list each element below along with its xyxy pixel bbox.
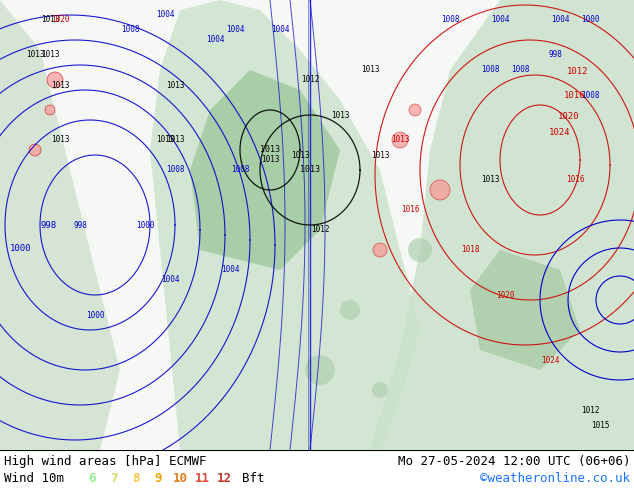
Text: 8: 8 xyxy=(133,471,139,485)
Text: 1008: 1008 xyxy=(481,66,499,74)
Circle shape xyxy=(47,72,63,88)
Text: 9: 9 xyxy=(154,471,162,485)
Text: 998: 998 xyxy=(548,50,562,59)
Text: 1013: 1013 xyxy=(261,155,279,165)
Text: 1024: 1024 xyxy=(549,128,571,137)
Text: 1004: 1004 xyxy=(226,25,244,34)
Text: 1013: 1013 xyxy=(481,175,499,185)
Text: 1013: 1013 xyxy=(361,66,379,74)
Text: 1008: 1008 xyxy=(581,91,599,99)
Text: 1012: 1012 xyxy=(581,406,599,415)
Text: 1012: 1012 xyxy=(311,225,329,235)
Text: 1018: 1018 xyxy=(461,245,479,254)
Polygon shape xyxy=(470,250,580,370)
Text: 1013: 1013 xyxy=(371,150,389,160)
Text: 1008: 1008 xyxy=(441,16,459,24)
Circle shape xyxy=(408,238,432,262)
Polygon shape xyxy=(150,0,420,450)
Text: 1013: 1013 xyxy=(51,136,69,145)
Text: 1008: 1008 xyxy=(165,166,184,174)
Text: 1012: 1012 xyxy=(301,75,320,84)
Circle shape xyxy=(372,382,388,398)
Circle shape xyxy=(392,132,408,148)
Text: 1020: 1020 xyxy=(51,16,69,24)
Text: 7: 7 xyxy=(110,471,118,485)
Text: 1008: 1008 xyxy=(231,166,249,174)
Text: 1000: 1000 xyxy=(136,220,154,229)
Polygon shape xyxy=(190,70,340,270)
Text: 6: 6 xyxy=(88,471,96,485)
Text: 1013: 1013 xyxy=(41,16,59,24)
Text: 1015: 1015 xyxy=(591,420,609,430)
Circle shape xyxy=(409,104,421,116)
Text: 1013: 1013 xyxy=(26,50,44,59)
Text: 1008: 1008 xyxy=(120,25,139,34)
Text: 1012: 1012 xyxy=(567,68,588,76)
Circle shape xyxy=(430,180,450,200)
Text: 1013: 1013 xyxy=(156,136,174,145)
Text: 1020: 1020 xyxy=(496,291,514,299)
Text: 1013: 1013 xyxy=(165,136,184,145)
Text: 1024: 1024 xyxy=(541,356,559,365)
Text: Mo 27-05-2024 12:00 UTC (06+06): Mo 27-05-2024 12:00 UTC (06+06) xyxy=(398,455,630,467)
Polygon shape xyxy=(0,0,120,450)
Circle shape xyxy=(373,243,387,257)
Text: 1000: 1000 xyxy=(10,244,31,253)
Text: 998: 998 xyxy=(40,220,56,229)
Circle shape xyxy=(340,300,360,320)
Text: 11: 11 xyxy=(195,471,209,485)
Circle shape xyxy=(45,105,55,115)
Text: 1004: 1004 xyxy=(221,266,239,274)
Text: 998: 998 xyxy=(73,220,87,229)
Text: 1004: 1004 xyxy=(551,16,569,24)
Text: High wind areas [hPa] ECMWF: High wind areas [hPa] ECMWF xyxy=(4,455,207,467)
Text: 1004: 1004 xyxy=(206,35,224,45)
Text: 1013: 1013 xyxy=(291,150,309,160)
Text: 1000: 1000 xyxy=(86,311,104,319)
Text: 1004: 1004 xyxy=(491,16,509,24)
Text: 1016: 1016 xyxy=(401,205,419,215)
Text: 1020: 1020 xyxy=(558,112,579,121)
Text: 1013: 1013 xyxy=(300,166,320,174)
Text: 1000: 1000 xyxy=(581,16,599,24)
Circle shape xyxy=(305,355,335,385)
Text: 1013: 1013 xyxy=(165,80,184,90)
Text: 1016: 1016 xyxy=(566,175,585,185)
Text: 1008: 1008 xyxy=(511,66,529,74)
Text: 1004: 1004 xyxy=(156,10,174,20)
Circle shape xyxy=(29,144,41,156)
Polygon shape xyxy=(370,0,634,450)
Text: ©weatheronline.co.uk: ©weatheronline.co.uk xyxy=(480,471,630,485)
Text: 1016: 1016 xyxy=(564,91,585,100)
Text: 1013: 1013 xyxy=(41,50,59,59)
Text: 1013: 1013 xyxy=(391,136,410,145)
Text: 1013: 1013 xyxy=(51,80,69,90)
Text: 1013: 1013 xyxy=(331,111,349,120)
Text: Bft: Bft xyxy=(242,471,264,485)
Text: 1004: 1004 xyxy=(161,275,179,285)
Text: Wind 10m: Wind 10m xyxy=(4,471,64,485)
Text: 1004: 1004 xyxy=(271,25,289,34)
Text: 1013: 1013 xyxy=(260,146,280,154)
Text: 10: 10 xyxy=(172,471,188,485)
Text: 12: 12 xyxy=(216,471,231,485)
